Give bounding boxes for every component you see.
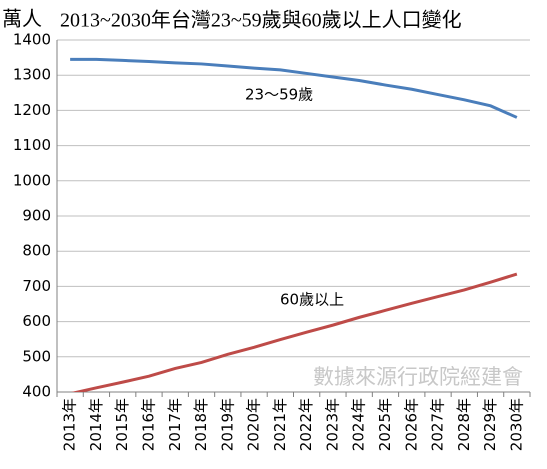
y-tick-label: 1300	[13, 66, 51, 84]
x-tick-label: 2014年	[87, 398, 105, 451]
series-label: 60歲以上	[280, 291, 344, 309]
x-tick-label: 2024年	[350, 398, 368, 451]
y-tick-label: 1100	[13, 136, 51, 154]
y-tick-label: 600	[22, 312, 51, 330]
x-tick-label: 2029年	[481, 398, 499, 451]
x-tick-label: 2020年	[245, 398, 263, 451]
x-tick-label: 2016年	[139, 398, 157, 451]
x-tick-label: 2030年	[507, 398, 525, 451]
y-tick-label: 1200	[13, 101, 51, 119]
y-tick-label: 800	[22, 242, 51, 260]
x-tick-label: 2025年	[376, 398, 394, 451]
x-tick-label: 2028年	[455, 398, 473, 451]
source-note: 數據來源行政院經建會	[313, 365, 523, 389]
x-tick-label: 2021年	[271, 398, 289, 451]
y-tick-label: 400	[22, 383, 51, 401]
x-tick-label: 2022年	[297, 398, 315, 451]
series-line	[70, 57, 518, 119]
x-tick-label: 2013年	[61, 398, 79, 451]
y-tick-label: 700	[22, 277, 51, 295]
x-tick-label: 2026年	[402, 398, 420, 451]
x-tick-label: 2015年	[113, 398, 131, 451]
y-tick-label: 900	[22, 207, 51, 225]
y-tick-label: 1400	[13, 31, 51, 49]
x-tick-label: 2018年	[192, 398, 210, 451]
x-tick-label: 2023年	[323, 398, 341, 451]
series-label: 23～59歲	[245, 86, 313, 104]
series-line	[71, 272, 518, 392]
unit-label: 萬人	[2, 7, 42, 31]
x-tick-label: 2027年	[429, 398, 447, 451]
y-tick-label: 500	[22, 347, 51, 365]
x-tick-label: 2019年	[218, 398, 236, 451]
plot	[70, 57, 518, 392]
x-tick-label: 2017年	[166, 398, 184, 451]
y-tick-label: 1000	[13, 171, 51, 189]
chart-title: 2013~2030年台灣23~59歲與60歲以上人口變化	[60, 9, 462, 32]
